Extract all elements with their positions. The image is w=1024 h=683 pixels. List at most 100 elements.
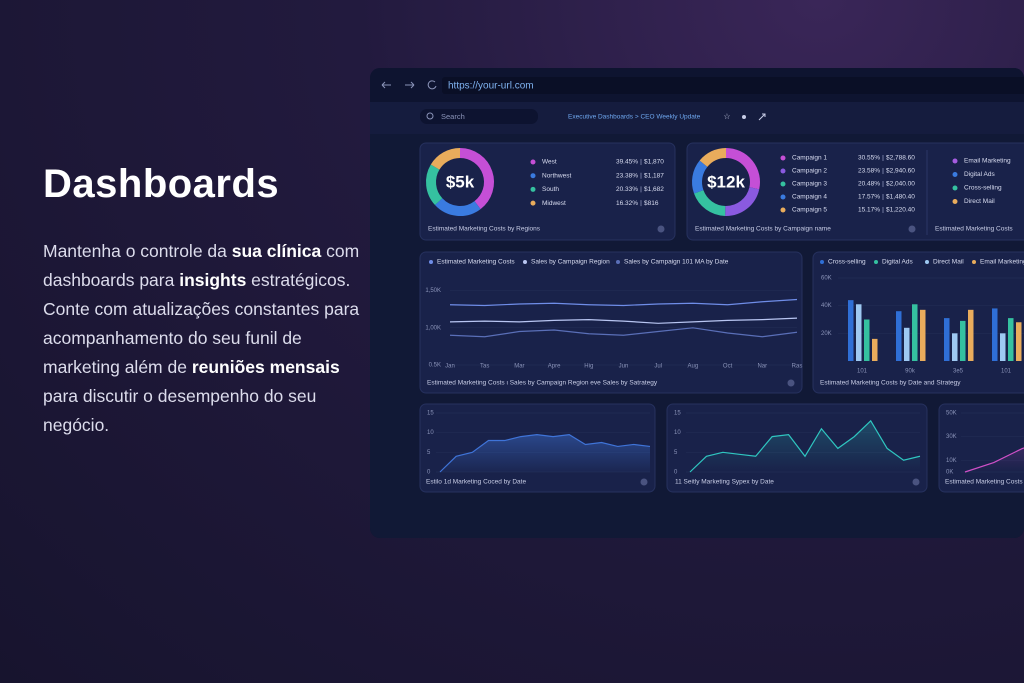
- address-bar[interactable]: [442, 77, 1024, 94]
- legend-label: Cross-selling: [964, 185, 1002, 192]
- x-tick-label: Oct: [723, 364, 733, 370]
- card-title: Estilo 1d Marketing Coced by Date: [426, 479, 526, 486]
- area-fill: [965, 427, 1024, 472]
- expand-icon[interactable]: [758, 113, 766, 121]
- info-icon: [908, 225, 916, 233]
- donut-segment: [699, 148, 727, 168]
- share-label: 15.17%: [858, 207, 880, 214]
- intro-text: com dashboards para: [43, 241, 360, 290]
- legend-label: Campaign 4: [792, 194, 827, 201]
- star-icon[interactable]: ☆: [723, 112, 730, 121]
- share-label: 20.48%: [858, 181, 880, 188]
- search-box[interactable]: [420, 109, 538, 124]
- card: [419, 251, 803, 394]
- bar: [944, 318, 950, 361]
- legend-dot: [820, 260, 824, 264]
- donut-segment: [434, 198, 481, 216]
- share-label: 23.38%: [616, 172, 638, 179]
- y-tick-label: 1,00K: [425, 325, 441, 331]
- x-tick-label: 101: [857, 369, 868, 375]
- reload-button[interactable]: [427, 80, 437, 90]
- card-title: Estimated Marketing Costs: [935, 226, 1013, 233]
- x-tick-label: 101: [1001, 369, 1012, 375]
- area-line: [689, 419, 921, 473]
- url: https://your-url.com: [448, 81, 534, 92]
- legend-label: Campaign 3: [792, 181, 827, 188]
- x-tick-label: Jun: [619, 364, 629, 370]
- legend-dot: [952, 172, 958, 177]
- bar: [968, 309, 974, 361]
- y-tick-label: 0K: [946, 470, 953, 476]
- y-tick-label: 10K: [946, 458, 957, 464]
- legend-dot: [780, 194, 786, 200]
- info-icon: [912, 478, 920, 486]
- donut-segment: [459, 148, 494, 210]
- x-tick-label: Ras: [792, 364, 803, 370]
- card-title: Estimated Marketing Costs: [945, 479, 1023, 486]
- legend-label: Sales by Campaign Region: [531, 259, 610, 266]
- forward-button[interactable]: [405, 81, 415, 89]
- x-tick-label: Jul: [654, 364, 662, 370]
- bar: [848, 300, 854, 361]
- card: [686, 142, 1024, 241]
- legend-label: Campaign 1: [792, 155, 827, 162]
- y-tick-label: 0: [674, 470, 678, 476]
- x-tick-label: Aug: [688, 364, 699, 370]
- amount-label: $816: [644, 200, 659, 207]
- bar: [872, 338, 878, 361]
- donut-segment: [725, 148, 760, 190]
- intro-bold: reuniões mensais: [191, 357, 340, 377]
- breadcrumb[interactable]: Executive Dashboards > CEO Weekly Update: [568, 114, 701, 121]
- area-fill: [440, 434, 650, 472]
- card-title: 11 Seitly Marketing Sypex by Date: [675, 479, 774, 486]
- legend-label: West: [542, 159, 557, 166]
- x-tick-label: Nar: [757, 364, 767, 370]
- donut-segment: [694, 189, 726, 216]
- bar: [864, 319, 870, 361]
- amount-label: $2,040.00: [886, 181, 915, 188]
- legend-label: South: [542, 186, 559, 193]
- search-icon: [426, 112, 434, 120]
- y-tick-label: 15: [674, 411, 681, 417]
- x-tick-label: Mar: [514, 364, 524, 370]
- area-fill: [690, 420, 920, 472]
- card-title: Estimated Marketing Costs by Regions: [428, 226, 541, 233]
- card-title: Estimated Marketing Costs by Campaign na…: [695, 226, 831, 233]
- y-tick-label: 1,50K: [425, 288, 441, 294]
- back-button[interactable]: [381, 81, 391, 89]
- y-tick-label: 5: [674, 450, 678, 456]
- bar: [1016, 322, 1022, 361]
- amount-label: $2,940.60: [886, 168, 915, 175]
- legend-dot: [616, 260, 620, 264]
- area-line: [439, 434, 651, 473]
- x-tick-label: 90k: [905, 369, 916, 375]
- legend-dot: [874, 260, 878, 264]
- legend-dot: [952, 158, 958, 164]
- amount-label: $2,788.60: [886, 155, 915, 162]
- info-icon: [787, 379, 795, 387]
- info-icon: [657, 225, 665, 233]
- y-tick-label: 20K: [821, 331, 832, 337]
- intro-text: para discutir o desempenho do seu negóci…: [43, 386, 317, 435]
- legend-label: Campaign 5: [792, 207, 827, 214]
- y-tick-label: 10: [427, 430, 434, 436]
- bar: [1008, 318, 1014, 361]
- share-label: 39.45%: [616, 159, 638, 166]
- bar: [896, 311, 902, 361]
- amount-label: $1,480.40: [886, 194, 915, 201]
- legend-dot: [952, 185, 958, 191]
- intro-text: Mantenha o controle da: [43, 241, 232, 261]
- headline: Dashboards: [43, 162, 280, 206]
- legend-label: Sales by Campaign 101 MA by Date: [624, 259, 729, 266]
- bar: [1000, 333, 1006, 361]
- legend-dot: [530, 173, 536, 179]
- share-label: 20.33%: [616, 186, 638, 193]
- x-tick-label: Apre: [548, 364, 561, 370]
- share-icon[interactable]: [742, 115, 746, 119]
- y-tick-label: 15: [427, 411, 434, 417]
- donut-center: $12k: [707, 172, 745, 191]
- legend-label: Cross-selling: [828, 259, 866, 266]
- bar: [856, 304, 862, 361]
